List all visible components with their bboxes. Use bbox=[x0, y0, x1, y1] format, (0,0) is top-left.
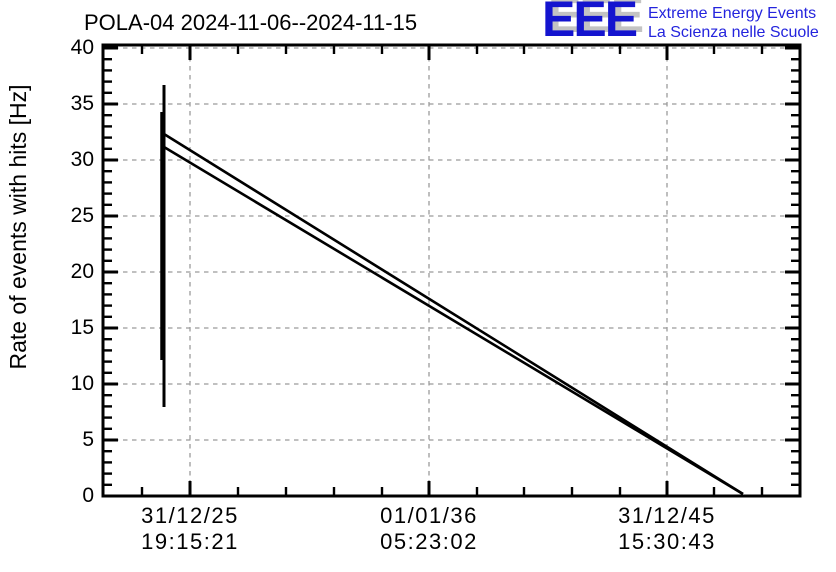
plot-title: POLA-04 2024-11-06--2024-11-15 bbox=[84, 10, 418, 35]
y-axis-title: Rate of events with hits [Hz] bbox=[5, 84, 31, 370]
x-tick-time: 05:23:02 bbox=[380, 529, 478, 554]
y-tick-label: 25 bbox=[70, 204, 94, 227]
x-tick-date: 01/01/36 bbox=[380, 503, 478, 528]
x-tick-time: 19:15:21 bbox=[141, 529, 239, 554]
eee-logo-caption: Extreme Energy Events La Scienza nelle S… bbox=[648, 4, 819, 42]
y-tick-label: 0 bbox=[82, 484, 94, 507]
x-tick-label: 31/12/25 19:15:21 bbox=[100, 503, 280, 555]
y-tick-label: 5 bbox=[82, 428, 94, 451]
x-tick-date: 31/12/45 bbox=[618, 503, 716, 528]
y-tick-label: 40 bbox=[70, 36, 94, 59]
trend-line-lower bbox=[163, 145, 744, 496]
y-tick-label: 20 bbox=[70, 260, 94, 283]
eee-logo-caption-line2: La Scienza nelle Scuole bbox=[648, 24, 819, 41]
trend-line-upper bbox=[163, 132, 744, 496]
x-tick-label: 01/01/36 05:23:02 bbox=[339, 503, 519, 555]
x-tick-date: 31/12/25 bbox=[141, 503, 239, 528]
eee-logo-letters: EEE bbox=[542, 0, 638, 47]
eee-logo-caption-line1: Extreme Energy Events bbox=[648, 5, 817, 22]
y-tick-label: 10 bbox=[70, 372, 94, 395]
data-series bbox=[160, 85, 744, 496]
y-tick-label: 30 bbox=[70, 148, 94, 171]
y-tick-label: 15 bbox=[70, 316, 94, 339]
plot-frame bbox=[101, 43, 802, 498]
axis-ticks bbox=[104, 46, 799, 498]
x-tick-label: 31/12/45 15:30:43 bbox=[577, 503, 757, 555]
axis-frame bbox=[101, 43, 802, 498]
grid-lines bbox=[105, 47, 798, 494]
y-tick-label: 35 bbox=[70, 92, 94, 115]
x-tick-time: 15:30:43 bbox=[618, 529, 716, 554]
